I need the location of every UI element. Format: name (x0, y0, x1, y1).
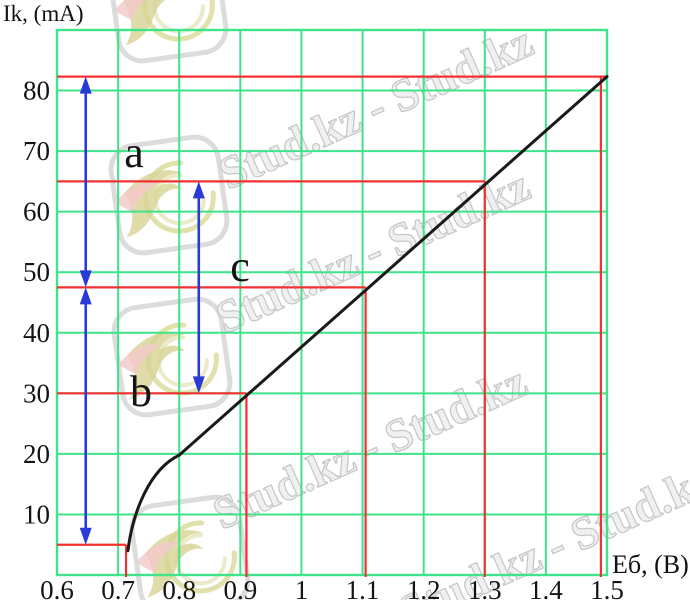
x-tick-label-0.7: 0.7 (101, 575, 135, 600)
x-tick-label-0.8: 0.8 (162, 575, 196, 600)
point-label-b: b (130, 367, 152, 416)
x-axis-title: Еб, (В) (612, 550, 689, 579)
y-tick-label-60: 60 (23, 197, 50, 227)
y-tick-label-80: 80 (23, 76, 50, 106)
construction-layer (57, 75, 607, 577)
arrowhead-up-icon (79, 76, 92, 94)
grid-layer (55, 28, 609, 577)
y-tick-label-30: 30 (23, 378, 50, 408)
x-tick-label-0.6: 0.6 (40, 575, 74, 600)
y-axis-title: Ik, (mA) (3, 1, 84, 26)
y-tick-label-70: 70 (23, 136, 50, 166)
point-label-a: a (124, 128, 144, 177)
measure-arrow-lower-span (79, 287, 92, 545)
bird-icon (123, 0, 182, 46)
stud-kz-logo-watermark (108, 134, 230, 256)
arrowhead-down-icon (79, 270, 92, 288)
point-label-c: c (230, 242, 250, 291)
y-tick-label-50: 50 (23, 257, 50, 287)
x-tick-label-1: 1 (295, 575, 309, 600)
arrowhead-up-icon (79, 287, 92, 305)
x-tick-label-1.1: 1.1 (346, 575, 380, 600)
stud-kz-logo-watermark (107, 0, 229, 64)
x-tick-label-0.9: 0.9 (223, 575, 257, 600)
tick-label-layer: 10 20 30 40 50 60 70 80 0.6 0.7 0.8 0.9 1 1.1 1.2 1.3 1.… (23, 76, 624, 600)
measure-arrow-upper-span (79, 76, 92, 288)
point-label-layer: a b c (124, 128, 250, 416)
arrowhead-down-icon (79, 527, 92, 545)
measure-arrow-a-b-span (192, 181, 205, 394)
y-tick-label-10: 10 (23, 499, 50, 529)
x-tick-label-1.2: 1.2 (407, 575, 441, 600)
y-tick-label-20: 20 (23, 439, 50, 469)
characteristic-curve (126, 75, 609, 553)
x-tick-label-1.5: 1.5 (590, 575, 624, 600)
arrowhead-up-icon (192, 181, 205, 199)
arrowhead-down-icon (192, 376, 205, 394)
y-tick-label-40: 40 (23, 318, 50, 348)
arrows-layer (79, 76, 205, 545)
curve-layer (126, 75, 609, 553)
x-tick-label-1.4: 1.4 (529, 575, 563, 600)
x-tick-label-1.3: 1.3 (468, 575, 502, 600)
plot-border (55, 28, 609, 577)
